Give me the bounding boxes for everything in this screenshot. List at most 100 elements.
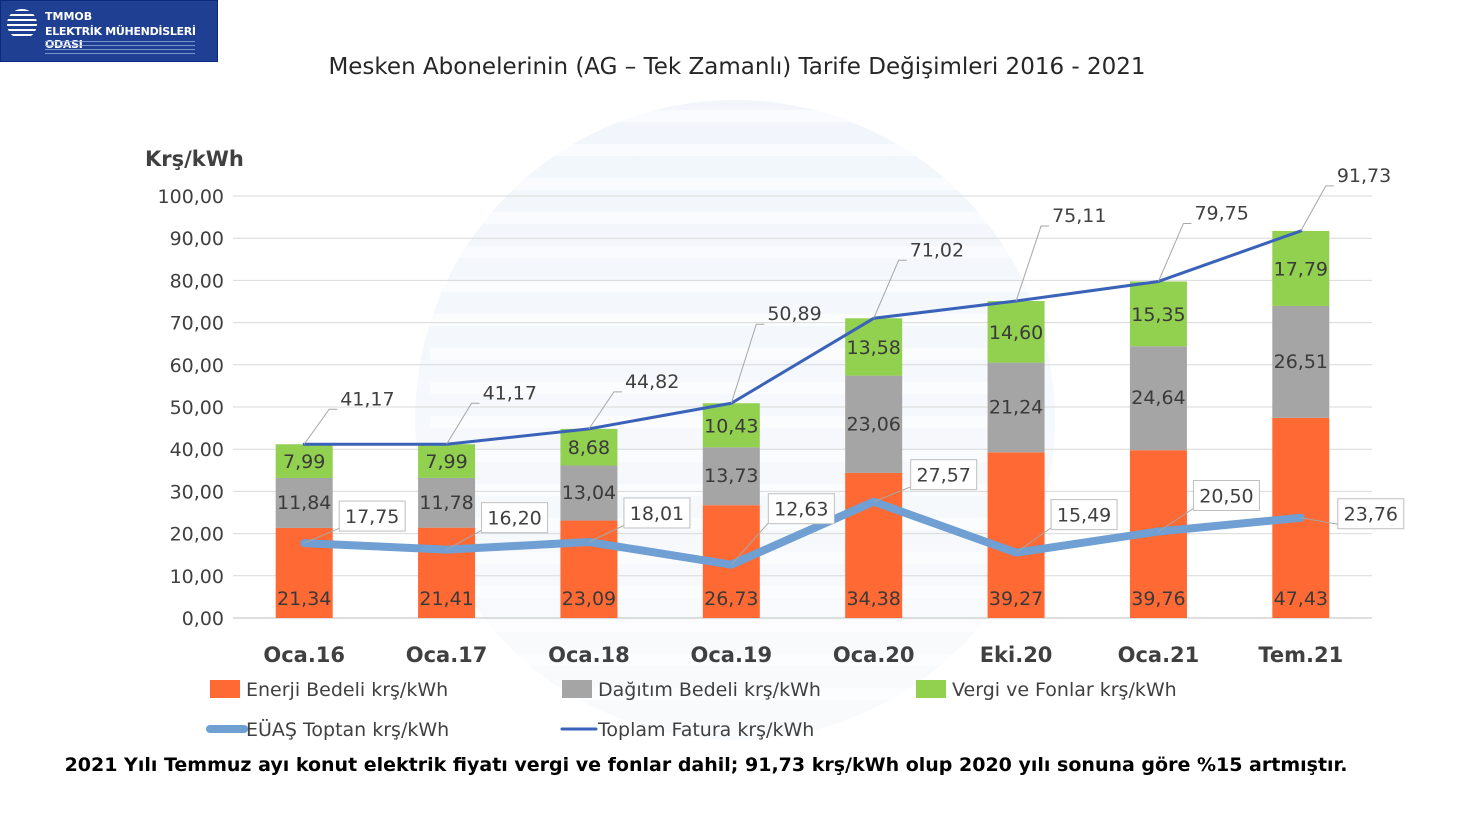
legend-swatch	[562, 680, 592, 698]
bar-data-label: 11,84	[277, 492, 331, 514]
emo-seal-icon	[7, 9, 37, 39]
y-tick-label: 10,00	[170, 566, 224, 588]
legend: Enerji Bedeli krş/kWh Dağıtım Bedeli krş/…	[206, 679, 1177, 741]
caption: 2021 Yılı Temmuz ayı konut elektrik fiya…	[64, 754, 1348, 776]
total-data-label: 41,17	[483, 382, 537, 404]
y-tick-label: 60,00	[170, 355, 224, 377]
y-tick-label: 90,00	[170, 228, 224, 250]
tax-bar	[702, 403, 760, 448]
euas-data-label: 18,01	[630, 503, 684, 525]
x-tick-label: Oca.21	[1118, 643, 1200, 667]
watermark-stripe	[430, 620, 1040, 632]
legend-label: EÜAŞ Toptan krş/kWh	[246, 718, 449, 741]
y-tick-label: 20,00	[170, 524, 224, 546]
energy-bar	[845, 472, 903, 618]
watermark-stripe	[430, 144, 1040, 156]
total-label-leader	[303, 408, 338, 445]
bar-data-label: 26,51	[1274, 351, 1328, 373]
total-label-leader	[1157, 222, 1192, 282]
watermark-stripe	[430, 314, 1040, 326]
chart-title: Mesken Abonelerinin (AG – Tek Zamanlı) T…	[328, 54, 1145, 80]
energy-bar	[987, 452, 1045, 618]
bar-data-label: 13,73	[704, 465, 758, 487]
euas-data-label: 15,49	[1057, 505, 1111, 527]
x-tick-label: Eki.20	[980, 643, 1053, 667]
y-tick-label: 30,00	[170, 481, 224, 503]
euas-label-leader	[446, 528, 485, 551]
watermark-stripe	[430, 348, 1040, 360]
bar-data-label: 17,79	[1274, 258, 1328, 280]
euas-data-label: 27,57	[916, 465, 970, 487]
legend-label: Toplam Fatura krş/kWh	[597, 719, 814, 741]
bar-data-label: 26,73	[704, 588, 758, 610]
stacked-bars	[275, 230, 1330, 618]
bar-data-label: 13,04	[562, 482, 616, 504]
bar-data-label: 34,38	[846, 588, 900, 610]
euas-label-leader	[1300, 517, 1341, 526]
legend-swatch	[210, 680, 240, 698]
x-tick-label: Oca.20	[833, 643, 915, 667]
y-tick-label: 70,00	[170, 313, 224, 335]
bar-data-label: 7,99	[283, 451, 325, 473]
tax-bar	[987, 301, 1045, 363]
tax-bar	[1272, 230, 1330, 306]
x-axis: Oca.16 Oca.17 Oca.18 Oca.19 Oca.20 Eki.20 Oca.…	[263, 643, 1343, 667]
euas-data-label: 23,76	[1344, 504, 1398, 526]
legend-label: Dağıtım Bedeli krş/kWh	[598, 679, 821, 701]
euas-data-label: 12,63	[774, 499, 828, 521]
bar-data-label: 39,27	[989, 588, 1043, 610]
euas-label-box	[910, 459, 978, 491]
watermark-stripe	[430, 246, 1040, 258]
bar-data-label: 23,06	[846, 413, 900, 435]
distribution-bar	[1129, 346, 1187, 451]
total-data-label: 75,11	[1052, 205, 1106, 227]
euas-label-leader	[873, 485, 914, 503]
legend-swatch	[916, 680, 946, 698]
distribution-bar	[702, 447, 760, 506]
bar-data-label: 39,76	[1131, 588, 1185, 610]
legend-label: Vergi ve Fonlar krş/kWh	[952, 679, 1177, 701]
logo-line-1: TMMOB	[45, 10, 93, 23]
euas-label-leader	[730, 519, 772, 566]
bar-data-label: 13,58	[846, 337, 900, 359]
watermark-stripe	[430, 178, 1040, 190]
euas-label-leader	[303, 526, 343, 544]
euas-data-label: 16,20	[487, 508, 541, 530]
total-label-leader	[730, 323, 765, 404]
euas-label-box	[481, 502, 549, 534]
x-tick-label: Oca.17	[406, 643, 488, 667]
total-label-leader	[873, 259, 907, 319]
energy-bar	[560, 520, 618, 618]
euas-data-label: 17,75	[345, 506, 399, 528]
distribution-bar	[560, 465, 618, 521]
total-data-label: 41,17	[340, 388, 394, 410]
distribution-bar	[1272, 305, 1330, 418]
y-axis: 0,00 10,00 20,00 30,00 40,00 50,00 60,00 70,00 8…	[158, 186, 224, 630]
bar-data-label: 21,41	[419, 588, 473, 610]
bar-data-label: 14,60	[989, 322, 1043, 344]
bar-data-label: 21,34	[277, 588, 331, 610]
x-tick-label: Oca.16	[263, 643, 345, 667]
euas-label-box	[1050, 499, 1118, 531]
distribution-bar	[275, 477, 333, 528]
y-tick-label: 50,00	[170, 397, 224, 419]
bar-data-label: 10,43	[704, 415, 758, 437]
euas-data-label: 20,50	[1199, 485, 1253, 507]
y-tick-label: 100,00	[158, 186, 224, 208]
energy-bar	[418, 527, 476, 618]
watermark-stripe	[430, 280, 1040, 292]
tax-bar	[1129, 281, 1187, 347]
euas-label-box	[623, 497, 691, 529]
y-tick-label: 0,00	[182, 608, 224, 630]
tmmob-emo-logo: TMMOB ELEKTRİK MÜHENDİSLERİ ODASI	[0, 0, 218, 62]
euas-label-box	[767, 493, 835, 525]
watermark-stripe	[430, 654, 1040, 666]
y-axis-label: Krş/kWh	[145, 147, 244, 171]
watermark-stripe	[430, 110, 1040, 122]
y-tick-label: 40,00	[170, 439, 224, 461]
tax-bar	[275, 444, 333, 478]
distribution-bar	[987, 362, 1045, 453]
watermark-stripe	[430, 212, 1040, 224]
euas-label-box	[1192, 479, 1260, 511]
bar-data-label: 15,35	[1131, 304, 1185, 326]
